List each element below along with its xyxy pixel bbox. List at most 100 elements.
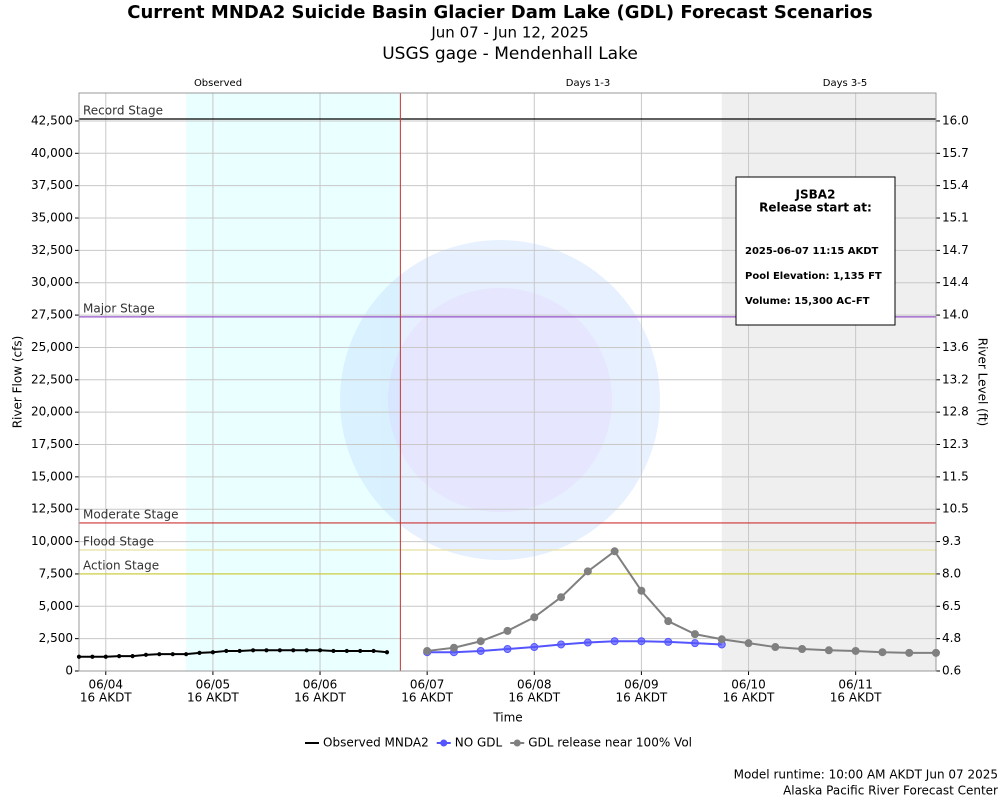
y-tick-label: 40,000 [31,146,73,160]
series-point [143,652,149,657]
series-point [583,638,592,647]
series-point [331,648,336,654]
x-tick-label: 16 AKDT [187,691,239,705]
series-point [583,567,592,576]
info-subtitle: Release start at: [759,201,872,215]
series-point [798,644,807,653]
y2-tick-label: 0.6 [942,664,961,678]
stage-label: Action Stage [83,558,159,572]
x-tick-label: 06/04 [88,678,123,692]
y-tick-label: 35,000 [31,211,73,225]
y2-tick-label: 11.5 [942,469,969,483]
plot-border [78,92,937,672]
info-title: JSBA2 [795,188,836,202]
series-point [503,626,512,635]
y-tick-label: 0 [65,664,73,678]
series-point [90,654,95,659]
y2-tick-label: 6.5 [942,599,961,613]
legend-label: NO GDL [455,736,503,750]
series-point [423,646,432,655]
series-point [157,652,162,657]
info-line: Pool Elevation: 1,135 FT [745,271,882,282]
watermark [340,240,660,560]
series-point [170,652,175,657]
y-tick-label: 2,500 [39,631,73,645]
series-point [344,648,349,654]
y2-tick-label: 14.4 [942,275,969,289]
x-tick-label: 06/09 [624,678,659,692]
info-line: 2025-06-07 11:15 AKDT [745,246,879,257]
y2-tick-label: 15.1 [942,211,969,225]
stage-label: Flood Stage [83,534,154,548]
y2-tick-label: 13.6 [942,340,969,354]
x-tick-label: 16 AKDT [723,691,775,705]
y-tick-label: 30,000 [31,275,73,289]
series-point [824,646,833,655]
x-axis-label: Time [492,711,522,725]
y-tick-label: 32,500 [31,243,73,257]
region-band [186,93,401,671]
y2-tick-label: 9.3 [942,534,961,548]
series-point [637,586,646,595]
series-point [210,650,216,655]
series-point [771,643,780,652]
x-tick-label: 16 AKDT [508,691,560,705]
series-point [277,648,282,653]
series-point [476,637,485,646]
y2-tick-label: 13.2 [942,372,969,386]
series-point [690,630,699,639]
series-point [264,648,269,653]
section-label: Days 3-5 [823,78,867,89]
y-tick-label: 37,500 [31,178,73,192]
y-tick-label: 12,500 [31,502,73,516]
series-point [690,639,699,648]
series-point [224,648,229,654]
info-line: Volume: 15,300 AC-FT [745,296,870,307]
x-tick-label: 16 AKDT [830,691,882,705]
chart-subtitle: USGS gage - Mendenhall Lake [382,44,638,64]
series-point [476,646,485,655]
series-point [358,648,363,654]
watermark-circle [340,240,660,560]
series-point [317,648,323,653]
series-point [905,648,914,657]
y-tick-label: 22,500 [31,372,73,386]
series-point [503,644,512,653]
y2-tick-label: 15.4 [942,178,969,192]
series-point [237,648,242,654]
section-label: Days 1-3 [566,78,610,89]
section-label: Observed [194,78,242,89]
info-box [735,176,896,326]
y2-tick-label: 14.7 [942,243,969,257]
x-tick-label: 06/05 [196,678,231,692]
footer: Model runtime: 10:00 AM AKDT Jun 07 2025 [734,768,998,782]
series-point [717,635,726,644]
series-point [557,640,566,649]
series-point [610,547,619,556]
x-tick-label: 16 AKDT [401,691,453,705]
chart-subtitle: Jun 07 - Jun 12, 2025 [430,24,588,42]
series-point [130,654,135,659]
y2-tick-label: 8.0 [942,566,961,580]
x-tick-label: 16 AKDT [80,691,132,705]
y-tick-label: 7,500 [39,566,73,580]
x-tick-label: 16 AKDT [294,691,346,705]
series-point [291,648,296,653]
y-tick-label: 42,500 [31,113,73,127]
series-point [304,648,309,653]
y-tick-label: 10,000 [31,534,73,548]
footer: Alaska Pacific River Forecast Center [783,784,998,798]
x-tick-label: 06/06 [303,678,338,692]
series-point [664,617,673,626]
legend-label: Observed MNDA2 [323,736,429,750]
series-point [384,650,390,655]
x-tick-label: 06/10 [731,678,766,692]
y2-tick-label: 10.5 [942,502,969,516]
legend-marker [440,739,448,747]
series-point [197,650,202,655]
series-point [557,593,566,602]
series-line [79,649,388,658]
series-point [530,613,539,622]
y-tick-label: 20,000 [31,405,73,419]
